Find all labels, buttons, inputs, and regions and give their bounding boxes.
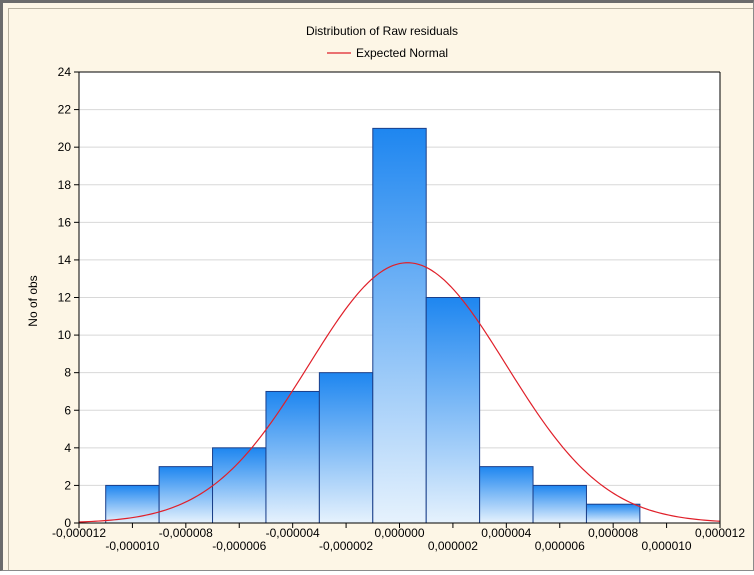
x-tick-label: 0,000000	[374, 526, 424, 540]
histogram-bar	[532, 484, 587, 524]
chart-panel: Distribution of Raw residuals Expected N…	[8, 8, 753, 570]
expected-normal-curve	[78, 262, 721, 523]
y-tick-label: 0	[64, 516, 71, 530]
x-tick-label: 0,000008	[588, 526, 638, 540]
histogram-bar	[372, 127, 427, 524]
histogram-bar	[265, 390, 320, 524]
y-tick-label: 24	[58, 65, 72, 79]
x-tick-label: 0,000012	[695, 526, 745, 540]
y-tick-label: 14	[58, 253, 72, 267]
histogram-bar	[585, 503, 641, 524]
chart-title: Distribution of Raw residuals	[306, 24, 458, 38]
x-tick-label: -0,000008	[159, 526, 213, 540]
y-tick-label: 22	[58, 103, 72, 117]
x-tick-label: -0,000010	[105, 539, 159, 553]
x-tick-label: 0,000006	[535, 539, 585, 553]
x-tick-label: -0,000006	[212, 539, 266, 553]
histogram-bar	[212, 447, 267, 524]
y-tick-label: 10	[58, 328, 72, 342]
y-tick-label: 8	[64, 366, 71, 380]
histogram-bar	[318, 372, 374, 524]
y-tick-label: 16	[58, 215, 72, 229]
y-tick-label: 2	[64, 478, 71, 492]
histogram-bar	[158, 466, 214, 524]
legend-label: Expected Normal	[356, 46, 448, 60]
y-axis-label: No of obs	[26, 275, 40, 326]
x-tick-label: -0,000012	[52, 526, 106, 540]
x-tick-label: 0,000002	[428, 539, 478, 553]
x-tick-label: -0,000002	[319, 539, 373, 553]
y-tick-label: 4	[64, 441, 71, 455]
histogram-chart: Distribution of Raw residuals Expected N…	[26, 24, 745, 553]
y-tick-label: 20	[58, 140, 72, 154]
x-tick-label: 0,000010	[642, 539, 692, 553]
histogram-bar	[425, 297, 481, 524]
y-tick-label: 18	[58, 178, 72, 192]
legend: Expected Normal	[327, 46, 448, 60]
histogram-bar	[479, 466, 534, 524]
y-tick-label: 6	[64, 403, 71, 417]
y-tick-label: 12	[58, 291, 72, 305]
x-tick-label: 0,000004	[481, 526, 531, 540]
x-tick-label: -0,000004	[266, 526, 320, 540]
